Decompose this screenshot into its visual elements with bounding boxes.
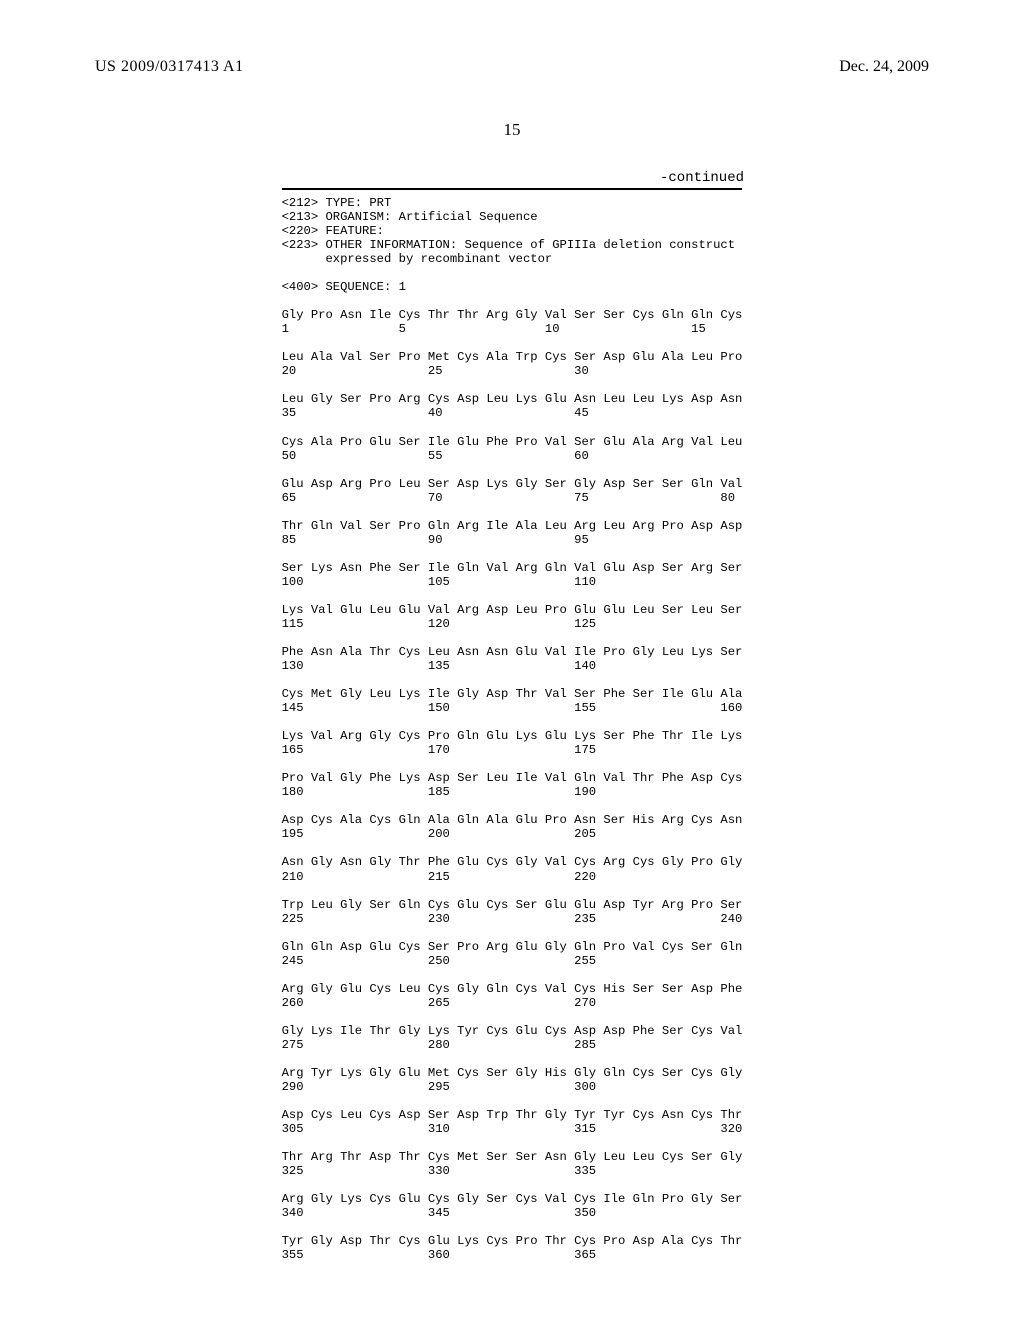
patent-page: US 2009/0317413 A1 Dec. 24, 2009 15 -con… — [0, 0, 1024, 1320]
sequence-listing: <212> TYPE: PRT <213> ORGANISM: Artifici… — [282, 188, 743, 1276]
publication-number: US 2009/0317413 A1 — [95, 58, 244, 76]
continued-label: -continued — [90, 170, 744, 186]
page-number: 15 — [90, 120, 934, 140]
publication-date: Dec. 24, 2009 — [839, 58, 929, 76]
